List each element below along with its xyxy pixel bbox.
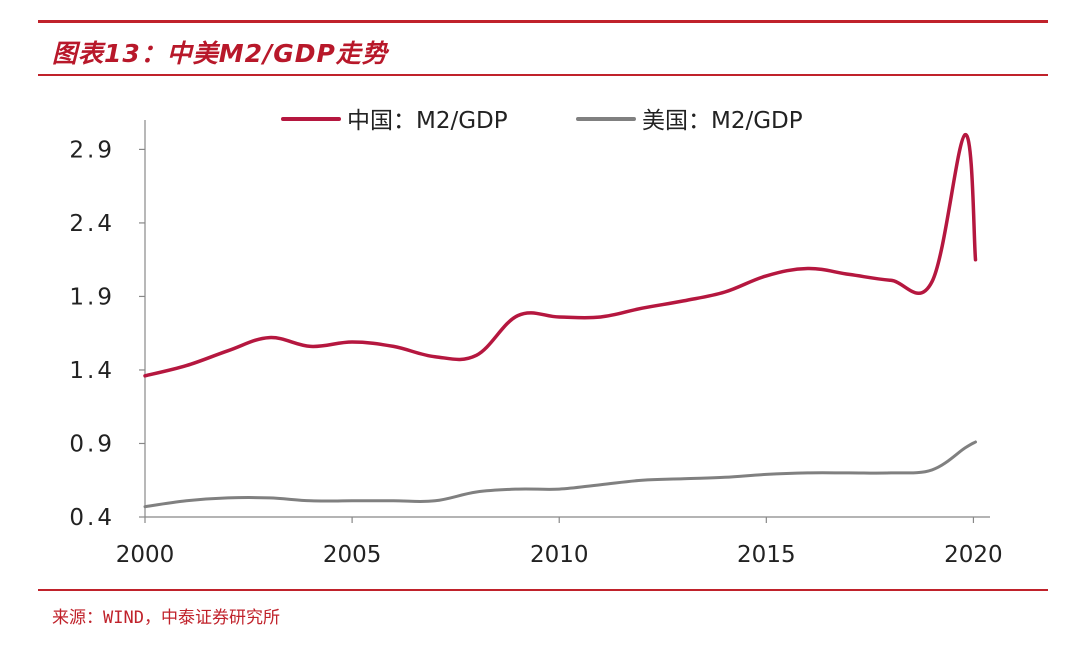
top-rule bbox=[38, 20, 1048, 23]
x-tick-label: 2015 bbox=[737, 542, 796, 568]
china-m2-gdp-line bbox=[143, 132, 978, 378]
x-tick-label: 2005 bbox=[323, 542, 382, 568]
legend-label: 中国：M2/GDP bbox=[347, 108, 508, 134]
source-note: 来源：WIND，中泰证券研究所 bbox=[52, 608, 280, 628]
chart-axes: 0.4 0.9 1.4 1.9 2.4 2.9 2000 2005 2010 2015 2020 bbox=[69, 120, 1003, 568]
y-tick-label: 0.9 bbox=[69, 431, 115, 457]
y-tick-label: 1.9 bbox=[69, 284, 115, 310]
y-tick-label: 0.4 bbox=[69, 505, 115, 531]
y-tick-label: 2.4 bbox=[69, 211, 115, 237]
title-underline bbox=[38, 74, 1048, 76]
x-tick-label: 2000 bbox=[116, 542, 175, 568]
source-rule bbox=[38, 589, 1048, 591]
y-tick-label: 1.4 bbox=[69, 358, 115, 384]
x-tick-label: 2010 bbox=[530, 542, 589, 568]
x-tick-label: 2020 bbox=[944, 542, 1003, 568]
legend-label: 美国：M2/GDP bbox=[642, 108, 803, 134]
chart-series bbox=[143, 132, 978, 509]
chart-legend: 中国：M2/GDP 美国：M2/GDP bbox=[281, 108, 803, 134]
y-tick-label: 2.9 bbox=[69, 137, 115, 163]
us-m2-gdp-line bbox=[143, 440, 977, 509]
chart-title: 图表13：中美M2/GDP走势 bbox=[52, 39, 388, 68]
